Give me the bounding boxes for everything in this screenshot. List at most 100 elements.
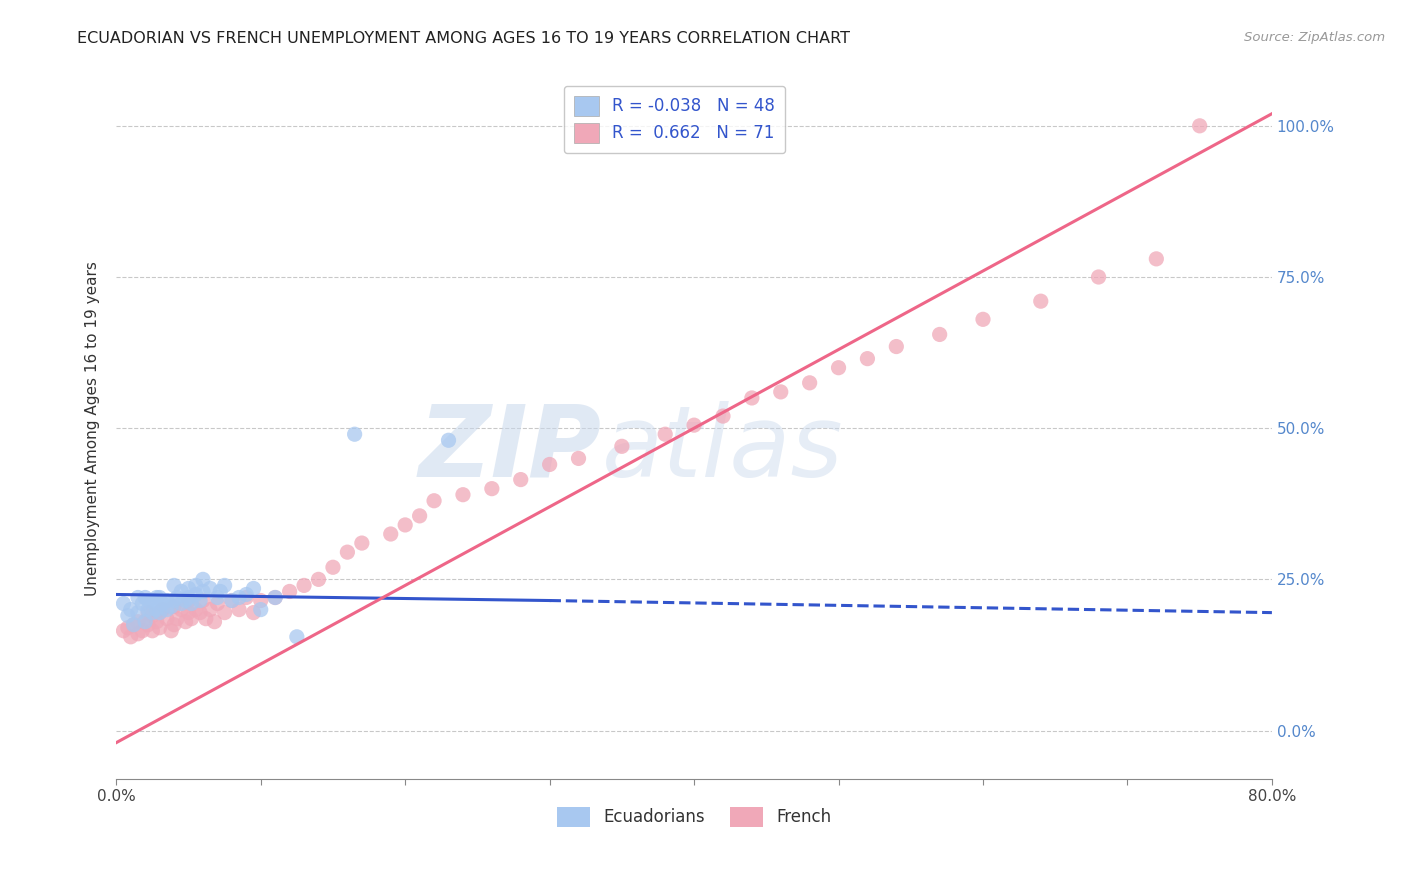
- Point: [120, 630, 142, 644]
- Point: [149, 606, 172, 620]
- Point: [156, 602, 179, 616]
- Point: [112, 624, 135, 638]
- Point: [131, 624, 153, 638]
- Point: [177, 591, 200, 605]
- Point: [538, 458, 561, 472]
- Point: [292, 578, 315, 592]
- Point: [343, 427, 366, 442]
- Point: [214, 606, 236, 620]
- Point: [122, 617, 145, 632]
- Point: [180, 597, 202, 611]
- Point: [134, 591, 156, 605]
- Point: [1029, 294, 1052, 309]
- Y-axis label: Unemployment Among Ages 16 to 19 years: Unemployment Among Ages 16 to 19 years: [86, 260, 100, 596]
- Point: [423, 493, 446, 508]
- Point: [127, 627, 149, 641]
- Point: [141, 606, 163, 620]
- Point: [654, 427, 676, 442]
- Point: [170, 597, 193, 611]
- Point: [156, 612, 179, 626]
- Point: [221, 593, 243, 607]
- Point: [380, 527, 402, 541]
- Point: [278, 584, 301, 599]
- Point: [127, 591, 149, 605]
- Point: [884, 339, 907, 353]
- Point: [163, 599, 186, 614]
- Point: [242, 606, 264, 620]
- Point: [136, 617, 159, 632]
- Point: [235, 587, 257, 601]
- Point: [136, 593, 159, 607]
- Point: [1188, 119, 1211, 133]
- Legend: Ecuadorians, French: Ecuadorians, French: [550, 800, 838, 834]
- Point: [322, 560, 344, 574]
- Point: [799, 376, 821, 390]
- Point: [127, 615, 149, 629]
- Text: ZIP: ZIP: [419, 401, 602, 498]
- Point: [163, 578, 186, 592]
- Point: [336, 545, 359, 559]
- Point: [184, 587, 207, 601]
- Point: [509, 473, 531, 487]
- Point: [152, 602, 174, 616]
- Point: [134, 615, 156, 629]
- Point: [160, 599, 183, 614]
- Text: ECUADORIAN VS FRENCH UNEMPLOYMENT AMONG AGES 16 TO 19 YEARS CORRELATION CHART: ECUADORIAN VS FRENCH UNEMPLOYMENT AMONG …: [77, 31, 851, 46]
- Point: [127, 606, 149, 620]
- Point: [207, 597, 229, 611]
- Text: atlas: atlas: [602, 401, 844, 498]
- Point: [141, 593, 163, 607]
- Point: [112, 597, 135, 611]
- Point: [204, 615, 226, 629]
- Point: [131, 597, 153, 611]
- Point: [249, 593, 271, 607]
- Point: [610, 439, 633, 453]
- Point: [136, 602, 159, 616]
- Point: [221, 593, 243, 607]
- Point: [481, 482, 503, 496]
- Point: [152, 597, 174, 611]
- Point: [249, 602, 271, 616]
- Point: [209, 584, 232, 599]
- Point: [264, 591, 287, 605]
- Point: [235, 591, 257, 605]
- Point: [166, 591, 188, 605]
- Point: [180, 612, 202, 626]
- Point: [1087, 270, 1109, 285]
- Point: [207, 591, 229, 605]
- Point: [149, 621, 172, 635]
- Point: [408, 508, 430, 523]
- Point: [191, 584, 214, 599]
- Point: [437, 434, 460, 448]
- Point: [145, 591, 167, 605]
- Point: [198, 602, 221, 616]
- Point: [174, 615, 197, 629]
- Point: [188, 606, 211, 620]
- Point: [141, 624, 163, 638]
- Point: [149, 606, 172, 620]
- Point: [198, 582, 221, 596]
- Point: [242, 582, 264, 596]
- Point: [188, 593, 211, 607]
- Point: [228, 591, 250, 605]
- Point: [394, 517, 416, 532]
- Point: [711, 409, 734, 423]
- Point: [194, 612, 217, 626]
- Point: [214, 578, 236, 592]
- Point: [134, 615, 156, 629]
- Point: [122, 617, 145, 632]
- Point: [160, 624, 183, 638]
- Point: [856, 351, 879, 366]
- Point: [308, 573, 330, 587]
- Point: [972, 312, 994, 326]
- Point: [177, 606, 200, 620]
- Point: [928, 327, 950, 342]
- Point: [184, 602, 207, 616]
- Point: [170, 602, 193, 616]
- Point: [451, 488, 474, 502]
- Point: [184, 578, 207, 592]
- Point: [174, 593, 197, 607]
- Point: [769, 384, 792, 399]
- Point: [170, 584, 193, 599]
- Point: [567, 451, 589, 466]
